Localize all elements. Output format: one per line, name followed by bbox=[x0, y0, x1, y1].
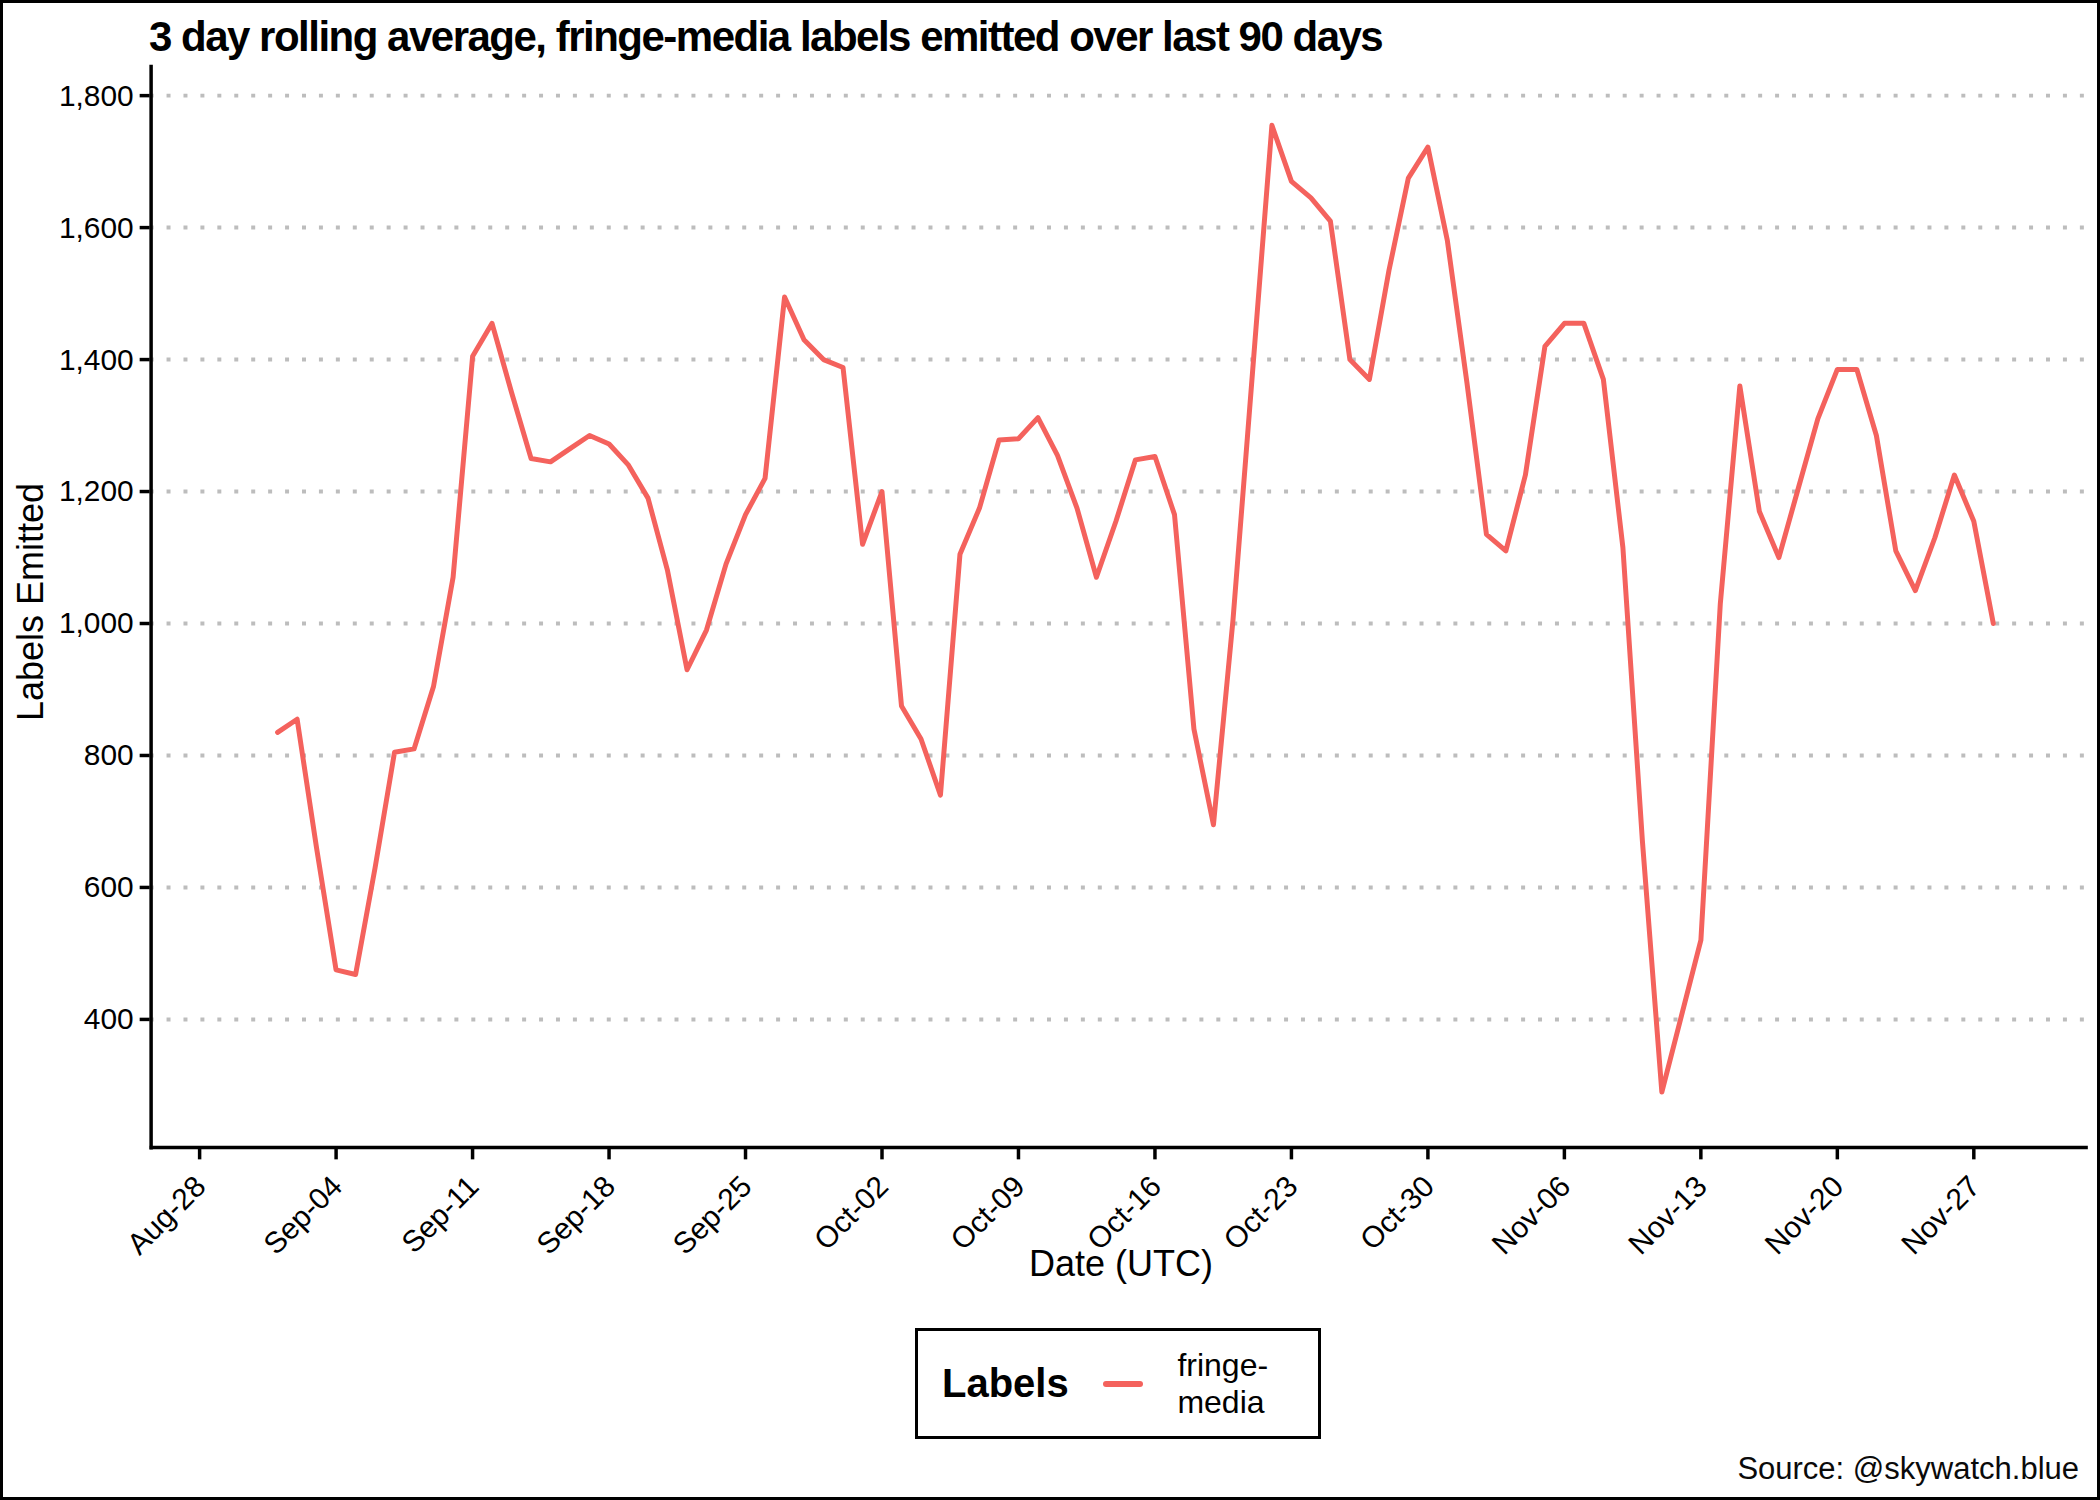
y-tick-label: 400 bbox=[84, 1002, 134, 1035]
y-tick-label: 600 bbox=[84, 870, 134, 903]
x-axis-title: Date (UTC) bbox=[821, 1243, 1421, 1285]
series-line-fringe-media bbox=[278, 125, 1994, 1092]
chart-title: 3 day rolling average, fringe-media labe… bbox=[149, 13, 1382, 61]
x-tick-label: Nov-20 bbox=[1758, 1169, 1849, 1260]
legend-title: Labels bbox=[942, 1361, 1069, 1406]
x-tick-label: Sep-04 bbox=[257, 1169, 348, 1260]
x-tick-label: Sep-11 bbox=[395, 1169, 485, 1259]
x-tick-label: Nov-13 bbox=[1622, 1169, 1713, 1260]
legend-line-swatch bbox=[1103, 1381, 1144, 1387]
chart-page: 400 600 800 1,000 1,200 1,400 1,600 1,800 Aug-28… bbox=[0, 0, 2100, 1500]
y-tick-label: 1,400 bbox=[59, 343, 134, 376]
y-tick-label: 1,800 bbox=[59, 79, 134, 112]
y-tick-label: 1,200 bbox=[59, 474, 134, 507]
x-tick-label: Aug-28 bbox=[120, 1169, 211, 1260]
y-tick-label: 800 bbox=[84, 738, 134, 771]
x-tick-label: Nov-06 bbox=[1485, 1169, 1576, 1260]
x-tick-label: Sep-25 bbox=[666, 1169, 757, 1260]
x-tick-label: Sep-18 bbox=[530, 1169, 621, 1260]
source-note: Source: @skywatch.blue bbox=[1737, 1451, 2079, 1487]
y-axis-title: Labels Emitted bbox=[10, 322, 52, 882]
y-tick-label: 1,000 bbox=[59, 606, 134, 639]
legend-series-label: fringe-media bbox=[1177, 1347, 1294, 1421]
y-tick-label: 1,600 bbox=[59, 211, 134, 244]
legend: Labels fringe-media bbox=[915, 1328, 1321, 1439]
x-tick-label: Nov-27 bbox=[1895, 1169, 1986, 1260]
